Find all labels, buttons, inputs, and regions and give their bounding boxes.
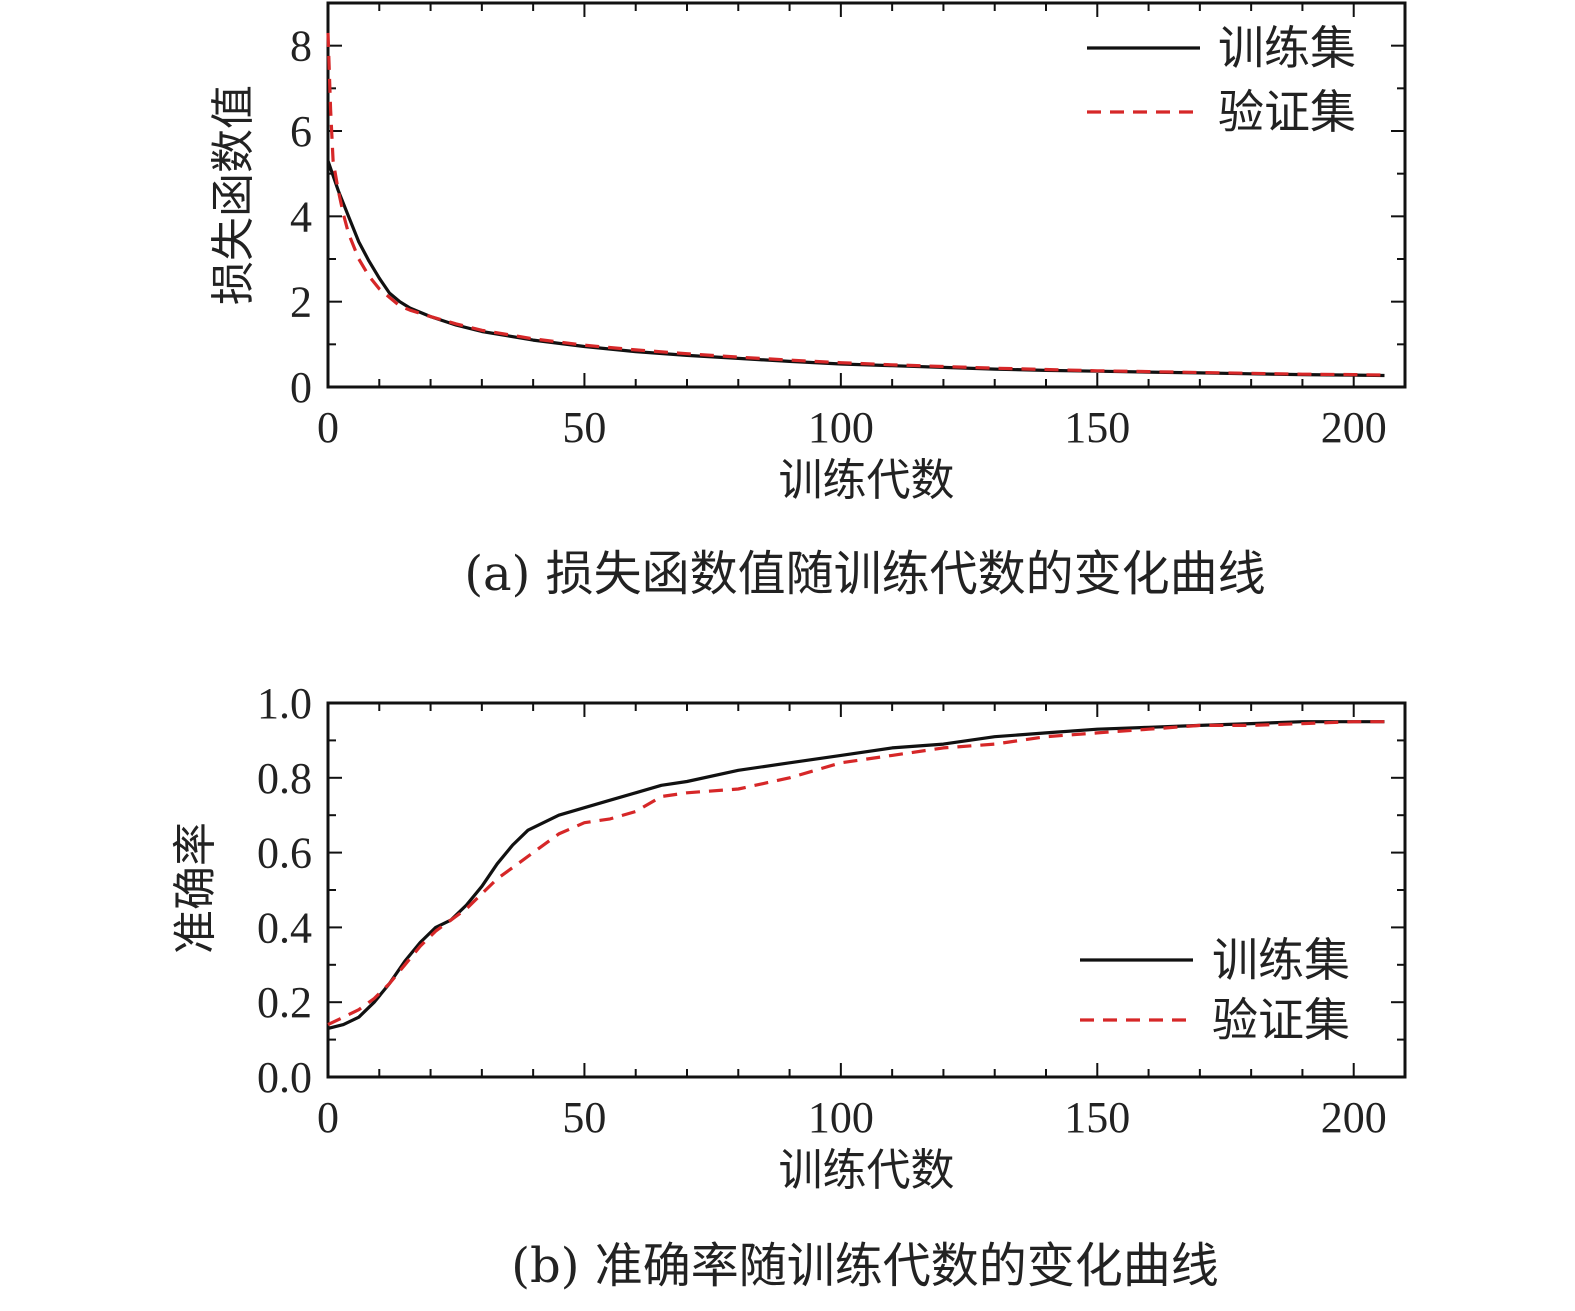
loss-series-train-line	[326, 160, 1385, 378]
loss-x-tick-label: 0	[317, 403, 339, 452]
accuracy-series-validation-line	[327, 720, 1385, 1027]
loss-plot-frame	[326, 1, 1407, 389]
accuracy-y-tick-label: 0.0	[257, 1053, 312, 1102]
accuracy-x-tick-label: 100	[808, 1093, 874, 1142]
loss-x-tick-label: 150	[1064, 403, 1130, 452]
accuracy-y-tick-label: 0.4	[257, 903, 312, 952]
accuracy-x-axis-title: 训练代数	[779, 1145, 955, 1196]
loss-x-axis-title: 训练代数	[779, 455, 955, 506]
accuracy-y-tick-label: 1.0	[257, 679, 312, 728]
loss-y-tick-label: 6	[290, 107, 312, 156]
loss-legend-label-train: 训练集	[1218, 21, 1356, 75]
accuracy-y-axis-title: 准确率	[170, 822, 221, 954]
loss-y-tick-label: 0	[290, 363, 312, 412]
accuracy-x-tick-label: 200	[1321, 1093, 1387, 1142]
accuracy-legend-label-validation: 验证集	[1212, 993, 1350, 1047]
accuracy-y-tick-label: 0.8	[257, 754, 312, 803]
loss-y-tick-label: 4	[290, 192, 312, 241]
loss-x-tick-label: 200	[1321, 403, 1387, 452]
loss-y-axis-title: 损失函数值	[208, 85, 259, 305]
accuracy-x-tick-label: 150	[1064, 1093, 1130, 1142]
accuracy-x-tick-label: 50	[562, 1093, 606, 1142]
accuracy-legend-label-train: 训练集	[1212, 933, 1350, 987]
accuracy-x-tick-label: 0	[317, 1093, 339, 1142]
accuracy-chart-caption: (b) 准确率随训练代数的变化曲线	[511, 1238, 1218, 1294]
loss-series-validation-line	[326, 32, 1385, 377]
accuracy-series-train-line	[327, 720, 1385, 1030]
accuracy-chart: 0 50 100 150 200 0.0 0.2 0.4 0.6 0.8 1.0 训练代数 准确率训练集…	[170, 679, 1407, 1196]
loss-x-tick-label: 50	[562, 403, 606, 452]
loss-y-tick-label: 8	[290, 22, 312, 71]
loss-chart-caption: (a) 损失函数值随训练代数的变化曲线	[464, 546, 1265, 602]
loss-legend-label-validation: 验证集	[1218, 85, 1356, 139]
loss-y-tick-label: 2	[290, 278, 312, 327]
accuracy-y-tick-label: 0.2	[257, 978, 312, 1027]
accuracy-y-tick-label: 0.6	[257, 829, 312, 878]
loss-x-tick-label: 100	[808, 403, 874, 452]
